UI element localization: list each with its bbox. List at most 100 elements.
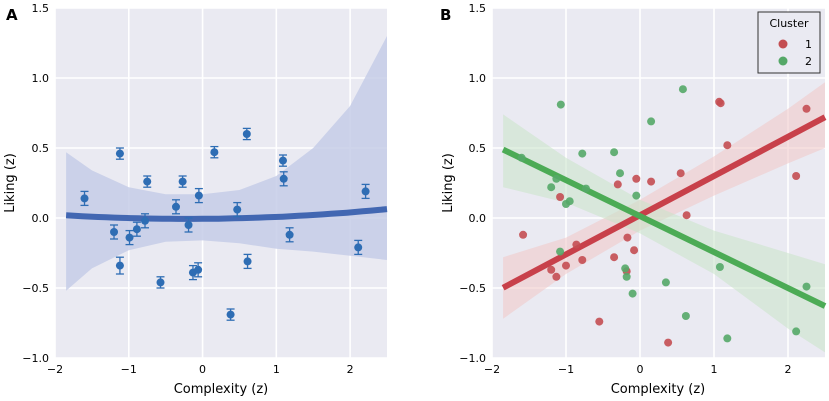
panel-a-marker-13 [194, 265, 203, 274]
panel-a-point-0 [80, 190, 89, 207]
panel-b-point-cluster-1-8 [610, 253, 619, 262]
panel-a-x-tick-label-3: 1 [273, 363, 280, 376]
panel-b-point-cluster-1-0 [519, 230, 528, 239]
panel-b-point-cluster-2-2 [552, 174, 561, 183]
panel-b-point-cluster-1-11 [623, 233, 632, 242]
panel-b-point-cluster-2-18 [681, 312, 690, 320]
panel-a-point-19 [243, 253, 252, 270]
panel-b-point-cluster-2-8 [581, 184, 590, 193]
panel-a-point-5 [132, 221, 141, 237]
panel-a-point-8 [156, 276, 165, 289]
panel-a-label: A [6, 6, 18, 24]
panel-a-marker-24 [361, 187, 370, 196]
panel-b-x-tick-label-0: −2 [484, 363, 500, 376]
panel-b-x-tick-label-1: −1 [558, 363, 574, 376]
panel-b-point-cluster-2-7 [578, 149, 587, 158]
panel-b-y-tick-label-4: 1.0 [469, 72, 487, 85]
panel-a-marker-19 [243, 257, 252, 266]
legend-box [757, 11, 821, 74]
panel-b-point-cluster-2-19 [715, 263, 724, 271]
panel-b-y-axis-label: Liking (z) [441, 153, 456, 213]
panel-b-point-cluster-1-14 [647, 177, 656, 186]
panel-a-point-7 [143, 175, 152, 188]
panel-b-point-cluster-1-15 [664, 338, 673, 347]
panel-a-point-3 [115, 256, 124, 275]
panel-b-x-ticks: −2 −1 0 1 2 [484, 363, 792, 376]
panel-b-band-cluster-2 [503, 114, 825, 353]
panel-a-marker-10 [178, 177, 187, 186]
panel-b-x-axis-label: Complexity (z) [611, 382, 706, 397]
panel-b-y-tick-label-1: −0.5 [459, 282, 486, 295]
panel-a-point-20 [278, 154, 287, 167]
panel-b-point-cluster-1-7 [595, 317, 604, 326]
legend-entry-cluster-1: 1 [805, 38, 812, 51]
panel-a-y-tick-label-1: −0.5 [22, 282, 49, 295]
panel-b-point-cluster-1-2 [552, 272, 561, 281]
panel-b-point-cluster-1-6 [578, 256, 587, 264]
panel-a-points-layer [80, 127, 370, 321]
panel-a-marker-14 [194, 191, 203, 200]
panel-a-x-axis-label: Complexity (z) [174, 382, 269, 397]
panel-b-point-cluster-1-22 [802, 104, 811, 113]
panel-b-point-cluster-2-16 [661, 278, 670, 287]
panel-a-point-6 [141, 213, 150, 229]
panel-b-point-cluster-2-4 [556, 100, 565, 109]
panel-a-marker-23 [354, 243, 363, 252]
panel-b-x-tick-label-2: 0 [637, 363, 644, 376]
panel-a-point-13 [194, 262, 203, 278]
panel-b-point-cluster-2-11 [621, 264, 630, 273]
panel-b-point-cluster-2-14 [632, 191, 641, 200]
panel-a-marker-18 [242, 130, 251, 138]
panel-b-point-cluster-1-19 [716, 99, 725, 108]
panel-a-marker-0 [80, 194, 89, 203]
panel-b-point-cluster-1-9 [613, 180, 622, 189]
panel-a-point-14 [194, 187, 203, 204]
legend-marker-cluster-2 [778, 56, 788, 66]
panel-a-marker-9 [171, 202, 180, 211]
panel-a-marker-4 [125, 233, 134, 242]
panel-a-marker-11 [184, 221, 193, 229]
panel-a-marker-6 [141, 216, 150, 225]
panel-b-point-cluster-2-17 [678, 85, 687, 94]
panel-a-point-15 [210, 145, 219, 159]
panel-a-point-17 [233, 201, 242, 218]
panel-a-point-9 [171, 199, 180, 215]
panel-a-y-ticks: −1.0 −0.5 0.0 0.5 1.0 1.5 [22, 2, 49, 365]
panel-a-marker-22 [285, 230, 294, 239]
panel-a-marker-8 [156, 278, 165, 287]
panel-b-point-cluster-1-13 [632, 174, 641, 183]
panel-a-marker-5 [132, 225, 141, 234]
panel-b-point-cluster-1-5 [572, 240, 581, 249]
panel-b-x-tick-label-3: 1 [711, 363, 718, 376]
panel-a-point-21 [279, 171, 288, 187]
panel-b-point-cluster-2-21 [792, 327, 801, 336]
legend: Cluster 1 2 [757, 11, 821, 74]
panel-b-point-cluster-2-1 [547, 183, 556, 192]
panel-b-point-cluster-1-20 [723, 141, 732, 150]
panel-a-y-tick-label-0: −1.0 [22, 352, 49, 365]
panel-b-point-cluster-1-21 [792, 172, 801, 180]
panel-a-x-tick-label-0: −2 [47, 363, 63, 376]
panel-a-y-axis-label: Liking (z) [3, 153, 18, 213]
panel-b-point-cluster-2-0 [517, 153, 526, 162]
panel-b-point-cluster-2-6 [565, 197, 574, 206]
panel-a-point-4 [125, 229, 134, 246]
panel-a-fit-curve [65, 206, 388, 222]
panel-b-point-cluster-1-4 [562, 261, 570, 270]
panel-b-y-tick-label-2: 0.0 [469, 212, 487, 225]
panel-b-point-cluster-2-20 [723, 334, 732, 343]
panel-a-marker-21 [279, 174, 288, 183]
panel-a-marker-2 [115, 149, 124, 158]
panel-a-y-tick-label-3: 0.5 [32, 142, 50, 155]
panel-a-x-ticks: −2 −1 0 1 2 [47, 363, 354, 376]
panel-b-point-cluster-2-13 [628, 289, 637, 298]
panel-a-confidence-band-layer [66, 36, 387, 291]
panel-b-point-cluster-2-9 [610, 148, 619, 157]
panel-b-point-cluster-1-17 [682, 211, 691, 220]
panel-b-y-tick-label-0: −1.0 [459, 352, 486, 365]
panel-b-point-cluster-2-3 [556, 247, 565, 256]
panel-b-point-cluster-2-12 [622, 272, 631, 281]
panel-b-point-cluster-2-10 [616, 169, 625, 178]
panel-a-marker-3 [115, 261, 124, 270]
